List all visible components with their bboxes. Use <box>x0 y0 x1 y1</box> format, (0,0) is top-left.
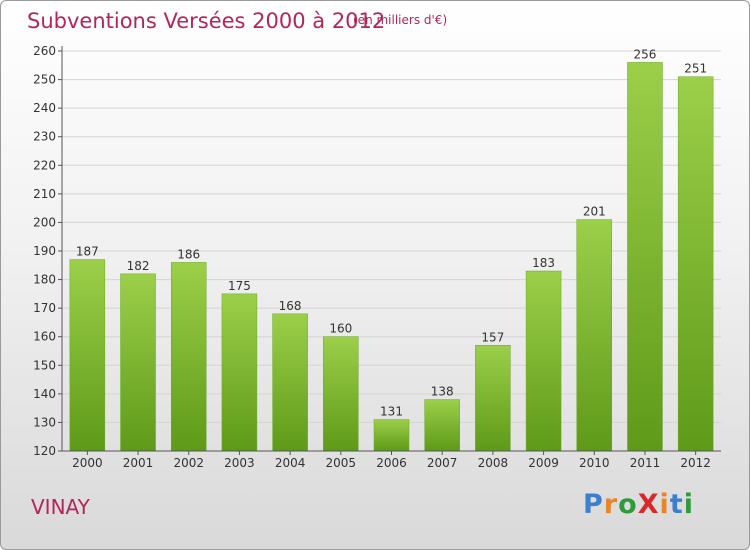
x-tick-label: 2000 <box>72 456 103 470</box>
bar-value-label: 187 <box>76 245 99 259</box>
x-tick-label: 2012 <box>680 456 711 470</box>
x-tick-label: 2005 <box>326 456 357 470</box>
bar-value-label: 138 <box>431 385 454 399</box>
y-tick-label: 240 <box>33 101 56 115</box>
chart-title: Subventions Versées 2000 à 2012 <box>27 9 386 33</box>
bar-2003 <box>221 293 258 452</box>
y-tick-label: 180 <box>33 273 56 287</box>
bar-value-label: 186 <box>177 247 200 261</box>
commune-name: VINAY <box>31 495 90 519</box>
bar-2008 <box>475 345 511 452</box>
x-tick-label: 2003 <box>224 456 255 470</box>
x-tick-label: 2006 <box>376 456 407 470</box>
y-tick-label: 210 <box>33 187 56 201</box>
bar-value-label: 168 <box>279 299 302 313</box>
bar-2001 <box>120 273 156 452</box>
bar-value-label: 157 <box>481 330 504 344</box>
y-tick-label: 120 <box>33 444 56 458</box>
y-tick-label: 150 <box>33 358 56 372</box>
x-tick-label: 2001 <box>123 456 154 470</box>
x-tick-label: 2002 <box>173 456 204 470</box>
y-tick-label: 140 <box>33 387 56 401</box>
bar-value-label: 183 <box>532 256 555 270</box>
bar-2004 <box>272 313 308 452</box>
bar-2002 <box>170 262 207 452</box>
bar-2005 <box>323 336 359 452</box>
bar-2000 <box>69 259 106 452</box>
bar-value-label: 256 <box>634 47 657 61</box>
x-tick-label: 2011 <box>630 456 661 470</box>
x-tick-label: 2008 <box>478 456 509 470</box>
bar-value-label: 182 <box>127 259 150 273</box>
y-tick-label: 250 <box>33 73 56 87</box>
x-tick-label: 2007 <box>427 456 458 470</box>
x-tick-label: 2004 <box>275 456 306 470</box>
y-tick-label: 220 <box>33 158 56 172</box>
y-tick-label: 160 <box>33 330 56 344</box>
y-tick-label: 260 <box>33 44 56 58</box>
bar-2007 <box>424 399 460 452</box>
bar-2006 <box>373 419 410 452</box>
y-tick-label: 190 <box>33 244 56 258</box>
x-tick-label: 2010 <box>579 456 610 470</box>
x-tick-label: 2009 <box>528 456 559 470</box>
bar-value-label: 175 <box>228 279 251 293</box>
y-tick-label: 230 <box>33 130 56 144</box>
bar-value-label: 251 <box>684 62 707 76</box>
bar-value-label: 201 <box>583 205 606 219</box>
proxiti-logo: ProXiti <box>583 489 694 520</box>
bar-2012 <box>677 76 714 452</box>
bar-value-label: 160 <box>329 322 352 336</box>
bar-value-label: 131 <box>380 405 403 419</box>
y-tick-label: 200 <box>33 215 56 229</box>
bar-2009 <box>525 270 562 452</box>
bar-2010 <box>576 219 613 452</box>
y-tick-label: 170 <box>33 301 56 315</box>
bar-2011 <box>627 62 663 452</box>
chart-subtitle: (en milliers d'€) <box>353 13 448 27</box>
y-tick-label: 130 <box>33 415 56 429</box>
